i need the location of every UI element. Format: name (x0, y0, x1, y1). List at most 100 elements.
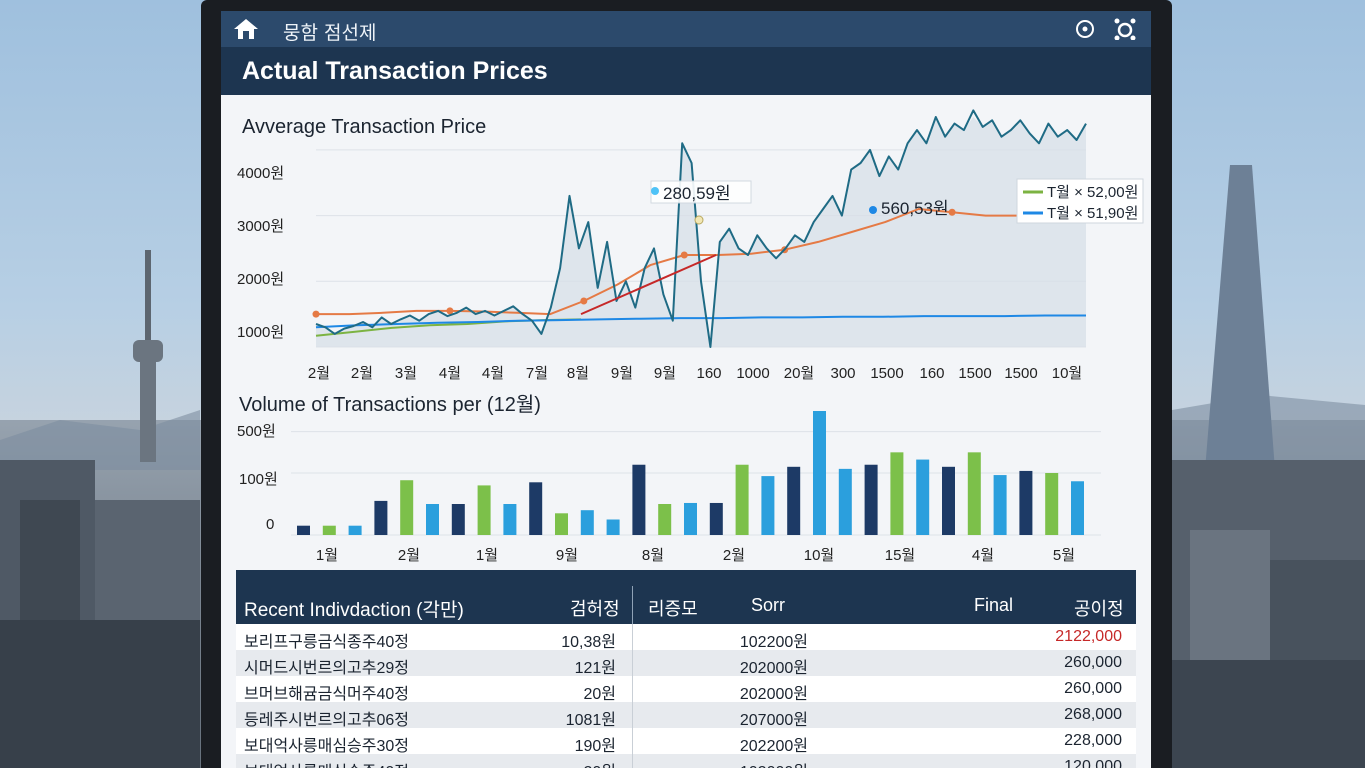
volume-bar[interactable] (348, 525, 362, 535)
app-title: 뭉함 점선제 (283, 22, 377, 44)
row-final-value: 260,000 (1064, 654, 1122, 671)
volume-bar[interactable] (993, 475, 1007, 535)
table-row[interactable]: 보대억사릉매심승주30정 190원 202200원 228,000 (236, 728, 1136, 755)
row-value: 102200원 (739, 634, 808, 651)
volume-bar[interactable] (916, 459, 930, 535)
x-tick-label: 9월 (556, 547, 578, 564)
home-icon[interactable] (233, 17, 259, 41)
volume-bar[interactable] (1045, 473, 1059, 535)
volume-bar[interactable] (297, 525, 310, 535)
data-point (446, 307, 454, 315)
app-screen: 뭉함 점선제 Actual Transaction Prices Avverag… (221, 11, 1151, 768)
target-icon[interactable] (1074, 18, 1096, 40)
column-header[interactable]: 검허정 (570, 599, 620, 619)
volume-bar[interactable] (1071, 481, 1084, 535)
row-value: 10,38원 (561, 634, 616, 651)
row-name: 보대억사릉매심승주30정 (244, 738, 409, 755)
y-tick-label: 0 (266, 516, 275, 533)
y-tick-label: 100원 (239, 471, 278, 488)
callout-1: 280,59원 (650, 180, 752, 204)
volume-bar[interactable] (761, 476, 775, 535)
volume-bar[interactable] (374, 500, 388, 535)
x-tick-label: 4월 (972, 547, 994, 564)
volume-bar[interactable] (503, 504, 517, 535)
volume-bar[interactable] (632, 464, 646, 535)
volume-bar[interactable] (606, 519, 620, 536)
x-tick-label: 2월 (308, 365, 330, 382)
volume-bar[interactable] (426, 504, 439, 535)
volume-bar[interactable] (942, 466, 955, 535)
page-title: Actual Transaction Prices (242, 57, 548, 85)
volume-bar[interactable] (1019, 470, 1033, 535)
volume-bar[interactable] (451, 504, 465, 535)
divider (632, 754, 633, 768)
volume-bar[interactable] (684, 502, 697, 535)
y-tick-label: 2000원 (237, 271, 285, 288)
volume-bar[interactable] (709, 502, 723, 535)
volume-bar[interactable] (838, 468, 852, 535)
row-name: 시머드시번르의고추29정 (244, 660, 409, 677)
table-row[interactable]: 보대억사릉매심승주40정 20원 102000원 120,000 (236, 754, 1136, 768)
share-icon[interactable] (1114, 18, 1136, 40)
column-header[interactable]: Sorr (751, 595, 786, 615)
top-bar: 뭉함 점선제 (221, 11, 1151, 47)
volume-bar[interactable] (477, 485, 491, 535)
volume-bar[interactable] (735, 464, 749, 535)
table-header: Recent Indivdaction (각만) 검허정 리증모 Sorr Fi… (236, 570, 1136, 624)
volume-bar[interactable] (529, 482, 543, 535)
price-area-fill (316, 117, 1086, 347)
x-tick-label: 1500 (958, 365, 991, 382)
row-final-value: 120,000 (1064, 758, 1122, 768)
table-row[interactable]: 시머드시번르의고추29정 121원 202000원 260,000 (236, 650, 1136, 677)
volume-bar[interactable] (813, 411, 826, 535)
x-tick-label: 7월 (526, 365, 548, 382)
x-tick-label: 1월 (316, 547, 338, 564)
chart-legend: T월 × 52,00원 T월 × 51,90원 (1016, 178, 1144, 224)
table-row[interactable]: 브머브해귬금식머주40정 20원 202000원 260,000 (236, 676, 1136, 703)
data-point (580, 297, 588, 305)
volume-bar[interactable] (787, 466, 801, 535)
divider (632, 586, 633, 624)
row-value: 207000원 (739, 712, 808, 729)
page-header: Actual Transaction Prices (221, 47, 1151, 95)
callout-label: 280,59원 (663, 184, 731, 203)
table-title: Recent Indivdaction (각만) (244, 600, 464, 621)
divider (632, 702, 633, 728)
y-tick-label: 1000원 (237, 324, 285, 341)
legend-entry: T월 × 51,90원 (1047, 205, 1138, 222)
row-value: 202200원 (739, 738, 808, 755)
row-value: 20원 (583, 758, 616, 768)
row-value: 1081원 (565, 712, 616, 729)
volume-bar[interactable] (322, 525, 336, 535)
row-value: 202000원 (739, 686, 808, 703)
divider (632, 728, 633, 754)
x-tick-label: 4월 (439, 365, 461, 382)
x-tick-label: 160 (919, 365, 944, 382)
volume-bar[interactable] (658, 504, 672, 535)
price-chart-title: Avverage Transaction Price (242, 116, 487, 138)
table-row[interactable]: 보리프구릉금식종주40정 10,38원 102200원 2122,000 (236, 624, 1136, 651)
data-point (680, 251, 688, 259)
volume-bar[interactable] (580, 510, 594, 535)
volume-bar[interactable] (400, 480, 414, 535)
volume-bar[interactable] (967, 452, 981, 535)
data-point (312, 310, 320, 318)
price-series-line (315, 109, 1087, 348)
x-tick-label: 9월 (611, 365, 633, 382)
volume-bar[interactable] (890, 452, 904, 535)
x-tick-label: 2월 (398, 547, 420, 564)
x-tick-label: 2월 (351, 365, 373, 382)
row-value: 190원 (574, 738, 616, 755)
column-header[interactable]: 리증모 (648, 599, 698, 619)
column-header[interactable]: 공이정 (1074, 599, 1124, 619)
x-tick-label: 8월 (642, 547, 664, 564)
table-row[interactable]: 등레주시번르의고추06정 1081원 207000원 268,000 (236, 702, 1136, 729)
x-tick-label: 20월 (784, 365, 815, 382)
volume-bar[interactable] (864, 464, 878, 535)
recent-transactions-table: Recent Indivdaction (각만) 검허정 리증모 Sorr Fi… (236, 570, 1136, 768)
column-header[interactable]: Final (974, 595, 1014, 615)
price-line-chart: 2월 2월 3월 4월 4월 7월 8월 9월 9월 160 1000 20월 300 1500 160 15… (308, 109, 1144, 382)
row-name: 브머브해귬금식머주40정 (244, 686, 409, 703)
x-tick-label: 9월 (654, 365, 676, 382)
volume-bar[interactable] (555, 513, 568, 535)
